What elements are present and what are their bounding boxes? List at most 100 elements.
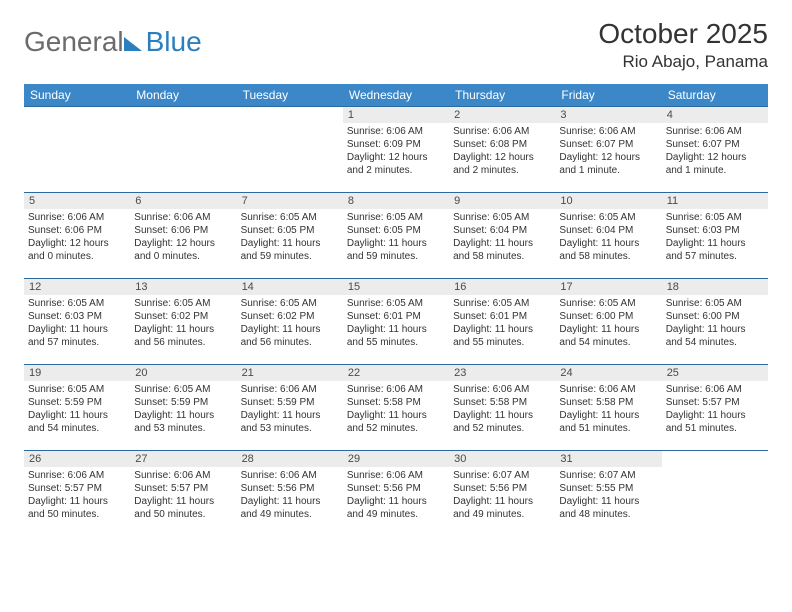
day-header: Thursday [449,84,555,107]
calendar-day-cell: 30 Sunrise: 6:07 AMSunset: 5:56 PMDayligh… [449,451,555,537]
sunrise-line: Sunrise: 6:05 AM [453,297,551,310]
day-details: Sunrise: 6:06 AMSunset: 6:08 PMDaylight:… [449,125,555,181]
daylight-line: Daylight: 11 hours and 54 minutes. [666,323,764,349]
calendar-header: SundayMondayTuesdayWednesdayThursdayFrid… [24,84,768,107]
sunrise-line: Sunrise: 6:05 AM [28,383,126,396]
day-number: 7 [237,193,343,209]
daylight-line: Daylight: 11 hours and 58 minutes. [559,237,657,263]
calendar-week-row: 26Sunrise: 6:06 AMSunset: 5:57 PMDayligh… [24,451,768,537]
daylight-line: Daylight: 12 hours and 2 minutes. [453,151,551,177]
sunrise-line: Sunrise: 6:06 AM [134,469,232,482]
calendar-day-cell: 21Sunrise: 6:06 AMSunset: 5:59 PMDayligh… [237,365,343,451]
sunrise-line: Sunrise: 6:06 AM [241,383,339,396]
daylight-line: Daylight: 11 hours and 51 minutes. [666,409,764,435]
daylight-line: Daylight: 11 hours and 49 minutes. [453,495,551,521]
sunset-line: Sunset: 6:03 PM [28,310,126,323]
sunset-line: Sunset: 6:09 PM [347,138,445,151]
day-number: 24 [555,365,661,381]
day-details: Sunrise: 6:05 AMSunset: 5:59 PMDaylight:… [130,383,236,439]
day-number: 2 [449,107,555,123]
day-number: 27 [130,451,236,467]
calendar-day-cell: 18Sunrise: 6:05 AMSunset: 6:00 PMDayligh… [662,279,768,365]
day-number: 4 [662,107,768,123]
day-details: Sunrise: 6:06 AMSunset: 6:09 PMDaylight:… [343,125,449,181]
day-number: 14 [237,279,343,295]
day-header: Tuesday [237,84,343,107]
sunset-line: Sunset: 6:03 PM [666,224,764,237]
sunrise-line: Sunrise: 6:06 AM [28,469,126,482]
sunrise-line: Sunrise: 6:05 AM [453,211,551,224]
sunset-line: Sunset: 5:57 PM [28,482,126,495]
daylight-line: Daylight: 11 hours and 58 minutes. [453,237,551,263]
daylight-line: Daylight: 11 hours and 57 minutes. [28,323,126,349]
daylight-line: Daylight: 11 hours and 53 minutes. [134,409,232,435]
calendar-day-cell: 11Sunrise: 6:05 AMSunset: 6:03 PMDayligh… [662,193,768,279]
day-number: 22 [343,365,449,381]
daylight-line: Daylight: 11 hours and 52 minutes. [453,409,551,435]
logo-text-blue: Blue [146,26,202,58]
sunset-line: Sunset: 5:55 PM [559,482,657,495]
day-details: Sunrise: 6:06 AMSunset: 5:56 PMDaylight:… [343,469,449,525]
daylight-line: Daylight: 11 hours and 51 minutes. [559,409,657,435]
logo-text-general: General [24,26,124,58]
daylight-line: Daylight: 11 hours and 52 minutes. [347,409,445,435]
sunset-line: Sunset: 5:58 PM [347,396,445,409]
day-details: Sunrise: 6:05 AMSunset: 6:05 PMDaylight:… [343,211,449,267]
day-number: 28 [237,451,343,467]
day-number: 12 [24,279,130,295]
day-number: 3 [555,107,661,123]
sunrise-line: Sunrise: 6:05 AM [559,297,657,310]
sunset-line: Sunset: 6:07 PM [559,138,657,151]
day-number: 8 [343,193,449,209]
daylight-line: Daylight: 12 hours and 1 minute. [559,151,657,177]
sunset-line: Sunset: 6:05 PM [347,224,445,237]
calendar-day-cell: 12Sunrise: 6:05 AMSunset: 6:03 PMDayligh… [24,279,130,365]
daylight-line: Daylight: 11 hours and 54 minutes. [559,323,657,349]
sunrise-line: Sunrise: 6:06 AM [453,125,551,138]
calendar-week-row: 1Sunrise: 6:06 AMSunset: 6:09 PMDaylight… [24,107,768,193]
day-details: Sunrise: 6:05 AMSunset: 6:05 PMDaylight:… [237,211,343,267]
daylight-line: Daylight: 12 hours and 0 minutes. [28,237,126,263]
day-number: 13 [130,279,236,295]
sunset-line: Sunset: 5:59 PM [134,396,232,409]
day-number: 9 [449,193,555,209]
day-header: Saturday [662,84,768,107]
sunrise-line: Sunrise: 6:06 AM [453,383,551,396]
daylight-line: Daylight: 11 hours and 55 minutes. [347,323,445,349]
day-details: Sunrise: 6:06 AMSunset: 6:07 PMDaylight:… [662,125,768,181]
daylight-line: Daylight: 11 hours and 56 minutes. [241,323,339,349]
day-details: Sunrise: 6:07 AMSunset: 5:56 PMDaylight:… [449,469,555,525]
daylight-line: Daylight: 12 hours and 1 minute. [666,151,764,177]
day-number: 1 [343,107,449,123]
day-number: 21 [237,365,343,381]
calendar-week-row: 5Sunrise: 6:06 AMSunset: 6:06 PMDaylight… [24,193,768,279]
calendar-page: GeneralBlue October 2025 Rio Abajo, Pana… [0,0,792,547]
sunrise-line: Sunrise: 6:05 AM [134,383,232,396]
calendar-table: SundayMondayTuesdayWednesdayThursdayFrid… [24,84,768,537]
day-details: Sunrise: 6:06 AMSunset: 5:57 PMDaylight:… [24,469,130,525]
calendar-day-cell: 8 Sunrise: 6:05 AMSunset: 6:05 PMDaylight… [343,193,449,279]
sunset-line: Sunset: 6:06 PM [134,224,232,237]
sunset-line: Sunset: 6:08 PM [453,138,551,151]
sunrise-line: Sunrise: 6:05 AM [559,211,657,224]
day-header: Friday [555,84,661,107]
day-details: Sunrise: 6:05 AMSunset: 6:01 PMDaylight:… [343,297,449,353]
day-details: Sunrise: 6:05 AMSunset: 5:59 PMDaylight:… [24,383,130,439]
calendar-day-cell: 16Sunrise: 6:05 AMSunset: 6:01 PMDayligh… [449,279,555,365]
sunset-line: Sunset: 5:58 PM [453,396,551,409]
sunrise-line: Sunrise: 6:07 AM [559,469,657,482]
day-number: 20 [130,365,236,381]
month-title: October 2025 [598,18,768,50]
calendar-day-cell: 19Sunrise: 6:05 AMSunset: 5:59 PMDayligh… [24,365,130,451]
day-details: Sunrise: 6:06 AMSunset: 6:07 PMDaylight:… [555,125,661,181]
calendar-day-cell: 31Sunrise: 6:07 AMSunset: 5:55 PMDayligh… [555,451,661,537]
sunset-line: Sunset: 5:56 PM [453,482,551,495]
calendar-day-cell [130,107,236,193]
daylight-line: Daylight: 12 hours and 2 minutes. [347,151,445,177]
day-number: 29 [343,451,449,467]
calendar-day-cell: 7 Sunrise: 6:05 AMSunset: 6:05 PMDaylight… [237,193,343,279]
day-details: Sunrise: 6:05 AMSunset: 6:00 PMDaylight:… [555,297,661,353]
daylight-line: Daylight: 11 hours and 53 minutes. [241,409,339,435]
calendar-day-cell: 9Sunrise: 6:05 AMSunset: 6:04 PMDaylight… [449,193,555,279]
day-number: 30 [449,451,555,467]
